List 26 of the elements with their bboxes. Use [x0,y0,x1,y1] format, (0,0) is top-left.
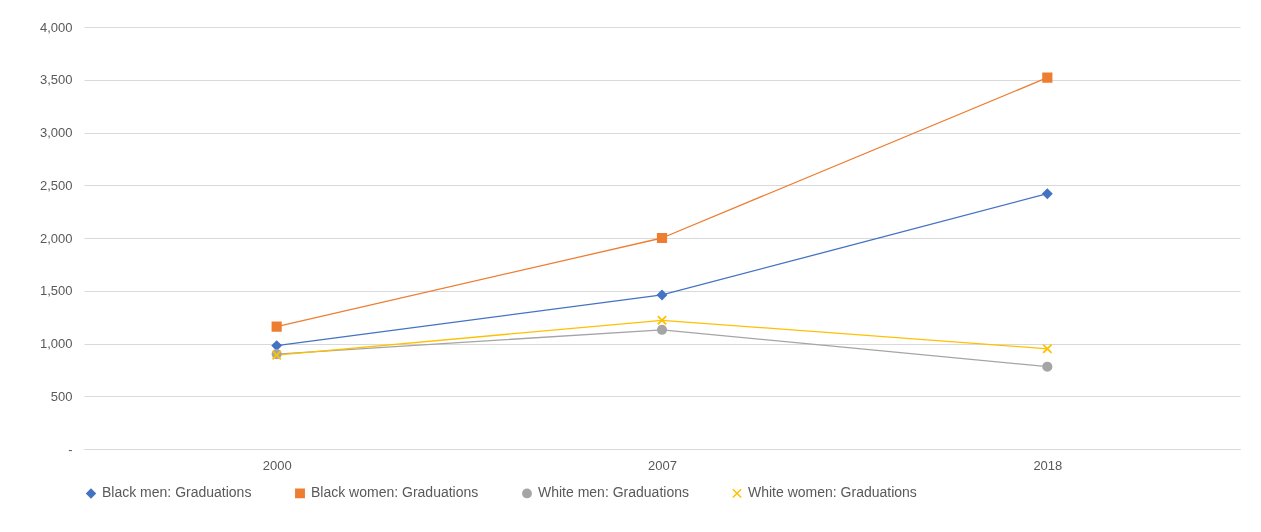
point [1042,343,1053,354]
legend-label: White men: Graduations [538,484,689,501]
x-tick-label: 2018 [1033,457,1063,473]
y-tick-label: 4,000 [39,19,73,35]
point [1042,188,1053,199]
point [656,324,668,335]
point [271,340,282,351]
legend-label: Black women: Graduations [311,484,479,501]
point [1042,361,1053,372]
y-tick-label: 1,000 [39,336,73,351]
y-tick-label: 3,000 [39,125,73,140]
point [656,232,668,244]
y-tick-label: 3,500 [39,72,73,88]
point [656,289,668,301]
point [1042,72,1053,83]
y-tick-label: 2,500 [39,177,73,193]
y-tick-label: - [68,441,73,457]
x-tick-label: 2007 [648,457,677,473]
y-tick-label: 500 [50,388,73,404]
point [271,321,282,332]
y-tick-label: 1,500 [39,283,73,299]
legend-label: White women: Graduations [748,484,917,501]
y-tick-label: 2,000 [39,230,73,246]
legend-label: Black men: Graduations [102,484,252,501]
point [656,315,668,326]
x-tick-label: 2000 [262,457,292,473]
